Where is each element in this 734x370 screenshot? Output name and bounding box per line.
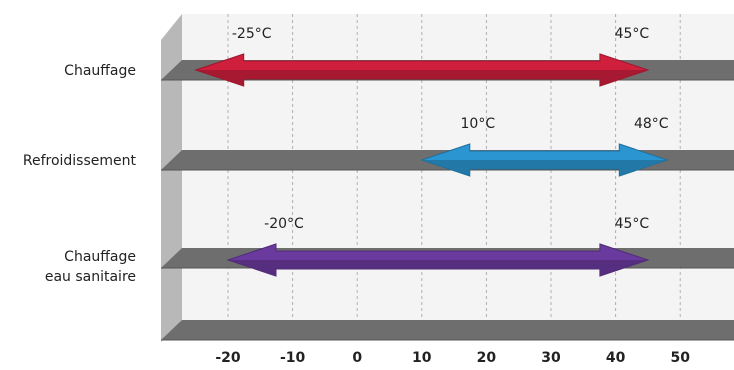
- x-tick-label: 10: [412, 350, 432, 366]
- range-max-label: 48°C: [634, 116, 669, 132]
- x-tick-label: 50: [670, 350, 690, 366]
- x-tick-label: -10: [280, 350, 306, 366]
- category-label-eau-sanitaire: Chauffage eau sanitaire: [44, 249, 136, 285]
- range-max-label: 45°C: [615, 216, 650, 232]
- x-tick-labels: -20 -10 0 10 20 30 40 50: [215, 350, 690, 366]
- x-tick-label: 30: [541, 350, 561, 366]
- category-label-chauffage: Chauffage: [64, 63, 136, 79]
- range-arrow-shade: [228, 260, 648, 276]
- x-tick-label: -20: [215, 350, 241, 366]
- x-tick-label: 40: [606, 350, 626, 366]
- shelf: [161, 320, 734, 340]
- x-tick-label: 0: [352, 350, 362, 366]
- range-max-label: 45°C: [615, 26, 650, 42]
- category-label-refroidissement: Refroidissement: [22, 153, 136, 169]
- range-min-label: -25°C: [232, 26, 272, 42]
- range-arrow-shade: [195, 70, 648, 86]
- range-arrow-shade: [421, 160, 668, 176]
- x-tick-label: 20: [477, 350, 497, 366]
- range-arrows: -25°C 45°C 10°C 48°C -20°C 45°C: [194, 26, 669, 277]
- range-min-label: -20°C: [264, 216, 304, 232]
- range-min-label: 10°C: [461, 116, 496, 132]
